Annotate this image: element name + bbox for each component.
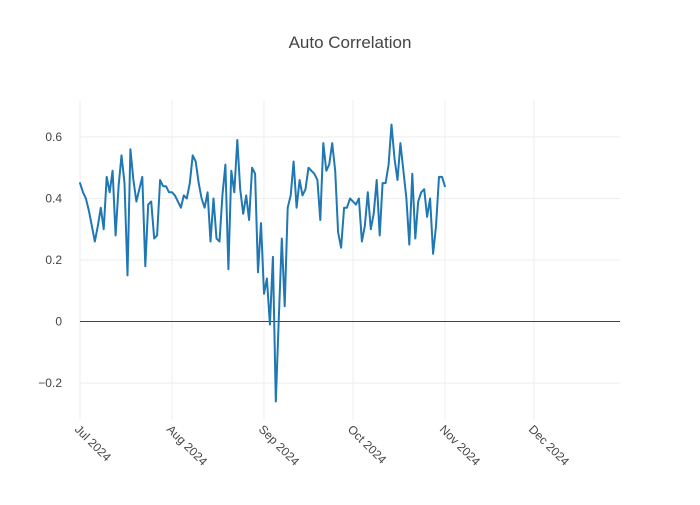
y-tick-label: 0 (55, 315, 62, 329)
y-tick-label: −0.2 (38, 376, 62, 390)
x-tick-label: Sep 2024 (256, 422, 302, 468)
x-tick-label: Oct 2024 (345, 422, 390, 467)
x-tick-label: Jul 2024 (72, 422, 114, 464)
y-axis-ticks: −0.2 0 0.2 0.4 0.6 (38, 130, 62, 390)
x-axis-ticks: Jul 2024 Aug 2024 Sep 2024 Oct 2024 Nov 2024… (72, 422, 572, 468)
chart-title: Auto Correlation (288, 33, 412, 52)
y-tick-label: 0.2 (45, 253, 62, 267)
series-layer (79, 123, 446, 403)
y-tick-label: 0.4 (45, 191, 62, 205)
x-tick-label: Nov 2024 (437, 422, 483, 468)
x-tick-label: Dec 2024 (526, 422, 572, 468)
grid-layer (79, 100, 620, 420)
series-line (79, 123, 446, 403)
y-tick-label: 0.6 (45, 130, 62, 144)
x-tick-label: Aug 2024 (164, 422, 210, 468)
